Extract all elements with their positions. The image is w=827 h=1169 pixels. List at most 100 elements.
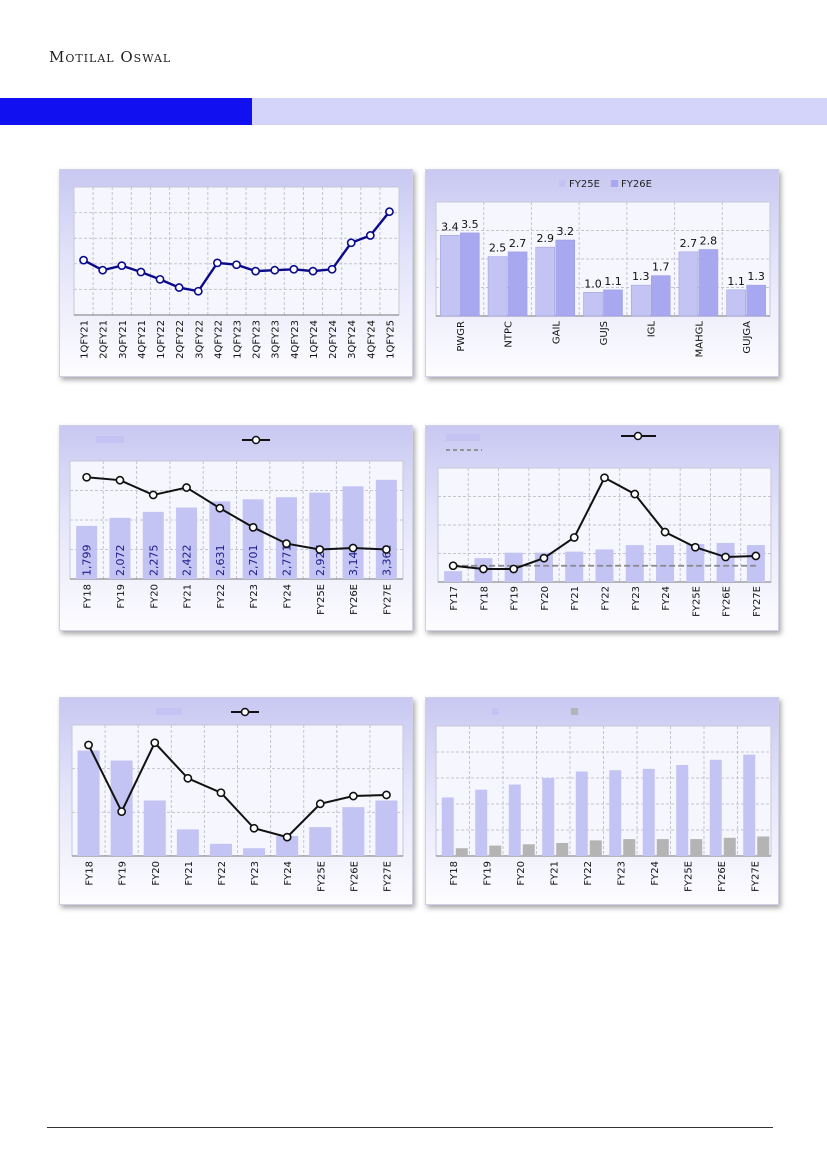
data-label: 3.2 [557,225,575,238]
bar [375,800,398,856]
bar [342,807,365,856]
bar-FY26E [746,284,766,317]
bar-series-2 [656,839,669,856]
bar-FY25E [440,235,460,317]
line-marker [117,261,127,271]
chart-annual-bar-line: 1,799 2,072 2,275 2,422 2,631 2,701 2,771 2,927… [69,435,404,615]
x-tick-label: GAIL [551,321,562,345]
bar [656,545,675,582]
footer-rule [47,1127,773,1128]
bar [242,499,264,579]
chart-panel-1: 1QFY21 2QFY21 3QFY21 4QFY21 1QFY22 2QFY22 3QFY… [59,169,413,377]
x-tick-label: FY21 [549,861,560,886]
bar [625,545,644,582]
legend-marker [251,435,261,445]
bar-series-1 [609,770,622,856]
line-marker [308,266,318,276]
x-tick-label: PWGR [456,321,467,352]
x-tick-label: 1QFY21 [80,320,91,359]
section-banner [0,98,827,125]
x-tick-label: FY23 [250,861,261,886]
bar [716,542,735,582]
x-tick-label: FY25E [316,861,327,892]
data-label: 2,631 [214,545,227,577]
x-tick-label: FY22 [216,584,227,609]
bar [342,486,364,579]
x-tick-label: NTPC [504,321,515,348]
chart-panel-6: FY18 FY19 FY20 FY21 FY22 FY23 FY24 FY25E FY26E FY… [425,697,779,905]
line-marker [479,564,488,574]
line-marker [448,561,458,571]
legend-swatch-bars [96,436,124,443]
x-tick-label: FY20 [149,584,160,609]
line-marker [630,489,640,499]
x-tick-label: GUJGA [742,321,753,354]
bar [109,517,131,579]
x-tick-label: FY26E [717,861,728,892]
line-marker [148,490,158,500]
data-label: 2,422 [181,545,194,577]
x-tick-label: 3QFY22 [194,320,205,359]
x-tick-label: 4QFY24 [366,320,377,359]
x-tick-label: FY17 [449,586,460,611]
bar-series-2 [556,843,569,856]
legend-swatch-bars [156,708,182,715]
bar-series-1 [508,784,521,856]
line-marker [660,527,670,537]
bar-series-1 [475,789,488,856]
line-marker [270,265,280,275]
data-label: 1.7 [652,261,670,274]
data-label: 2.8 [700,235,718,248]
x-tick-label: FY23 [631,586,642,611]
data-label: 2,072 [114,545,127,577]
x-tick-label: FY19 [118,861,129,886]
bar [565,551,584,582]
bar [444,571,463,582]
bar-series-2 [455,848,468,856]
line-marker [327,264,337,274]
legend-marker [633,431,643,441]
x-tick-label: FY27E [382,861,393,892]
x-tick-label: FY19 [510,586,521,611]
legend-swatch-2 [571,708,578,715]
x-tick-label: FY20 [540,586,551,611]
bar [77,750,100,856]
line-marker [183,773,193,783]
bar [143,800,166,856]
x-tick-label: FY20 [151,861,162,886]
x-tick-label: 2QFY21 [99,320,110,359]
brand-logo: Motilal Oswal [49,48,172,66]
bar [276,836,299,856]
line-marker [315,799,325,809]
x-tick-label: IGL [647,321,658,338]
chart-panel-3: 1,799 2,072 2,275 2,422 2,631 2,701 2,771 2,927… [59,425,413,631]
x-tick-label: FY24 [661,586,672,611]
x-tick-label: 2QFY22 [175,320,186,359]
x-tick-label: 3QFY24 [347,320,358,359]
chart-panel-4: FY17 FY18 FY19 FY20 FY21 FY22 FY23 FY24 FY25E FY2… [425,425,779,631]
bar-FY25E [630,284,651,317]
x-tick-label: 1QFY23 [233,320,244,359]
line-marker [193,286,203,296]
bar-series-1 [709,759,722,856]
x-tick-label: FY22 [217,861,228,886]
chart-annual-bar-line-avg: FY17 FY18 FY19 FY20 FY21 FY22 FY23 FY24 FY25E FY2… [437,431,772,617]
x-tick-label: 3QFY21 [118,320,129,359]
legend-swatch [559,180,566,187]
line-marker [82,472,92,482]
line-marker [117,807,127,816]
line-marker [251,266,261,276]
x-tick-label: 2QFY24 [328,320,339,359]
legend-swatch-bars [446,434,480,441]
x-tick-label: FY19 [482,861,493,886]
data-label: 2.9 [537,232,555,245]
x-tick-label: FY23 [249,584,260,609]
line-marker [155,274,165,284]
x-tick-label: GUJS [599,321,610,345]
bar-series-2 [623,839,636,856]
line-marker [289,264,299,274]
x-tick-label: FY27E [752,586,763,617]
line-marker [249,823,259,833]
line-marker [232,260,241,270]
line-marker [382,790,391,800]
